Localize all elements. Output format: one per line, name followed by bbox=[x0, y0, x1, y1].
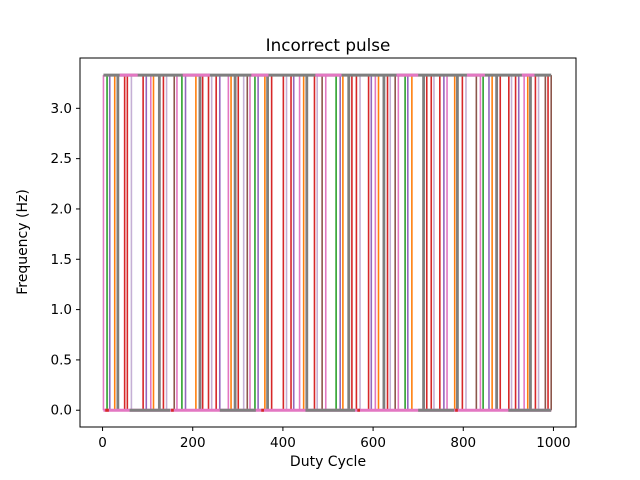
plot-area bbox=[80, 58, 576, 427]
y-tick-label: 0.5 bbox=[51, 352, 72, 368]
rails-layer bbox=[103, 73, 552, 412]
axes-spines bbox=[79, 57, 577, 428]
x-tick-label: 400 bbox=[270, 435, 296, 451]
x-tick-label: 800 bbox=[450, 435, 476, 451]
x-tick-label: 600 bbox=[360, 435, 386, 451]
y-tick-label: 3.0 bbox=[51, 101, 72, 117]
chart-title: Incorrect pulse bbox=[266, 35, 391, 55]
y-axis-label: Frequency (Hz) bbox=[15, 189, 31, 295]
pulses-layer bbox=[102, 75, 553, 411]
x-axis-label: Duty Cycle bbox=[290, 454, 366, 470]
y-tick-label: 2.5 bbox=[51, 151, 72, 167]
x-tick-label: 200 bbox=[180, 435, 206, 451]
x-tick-label: 0 bbox=[98, 435, 107, 451]
ticks-layer: 0 200 400 600 800 1000 0.0 0.5 1.0 1.5 2.0 2.5 3.0 bbox=[51, 101, 571, 451]
y-tick-label: 0.0 bbox=[51, 403, 72, 419]
y-tick-label: 1.0 bbox=[51, 302, 72, 318]
x-tick-label: 1000 bbox=[536, 435, 570, 451]
y-tick-label: 1.5 bbox=[51, 252, 72, 268]
y-tick-label: 2.0 bbox=[51, 201, 72, 217]
